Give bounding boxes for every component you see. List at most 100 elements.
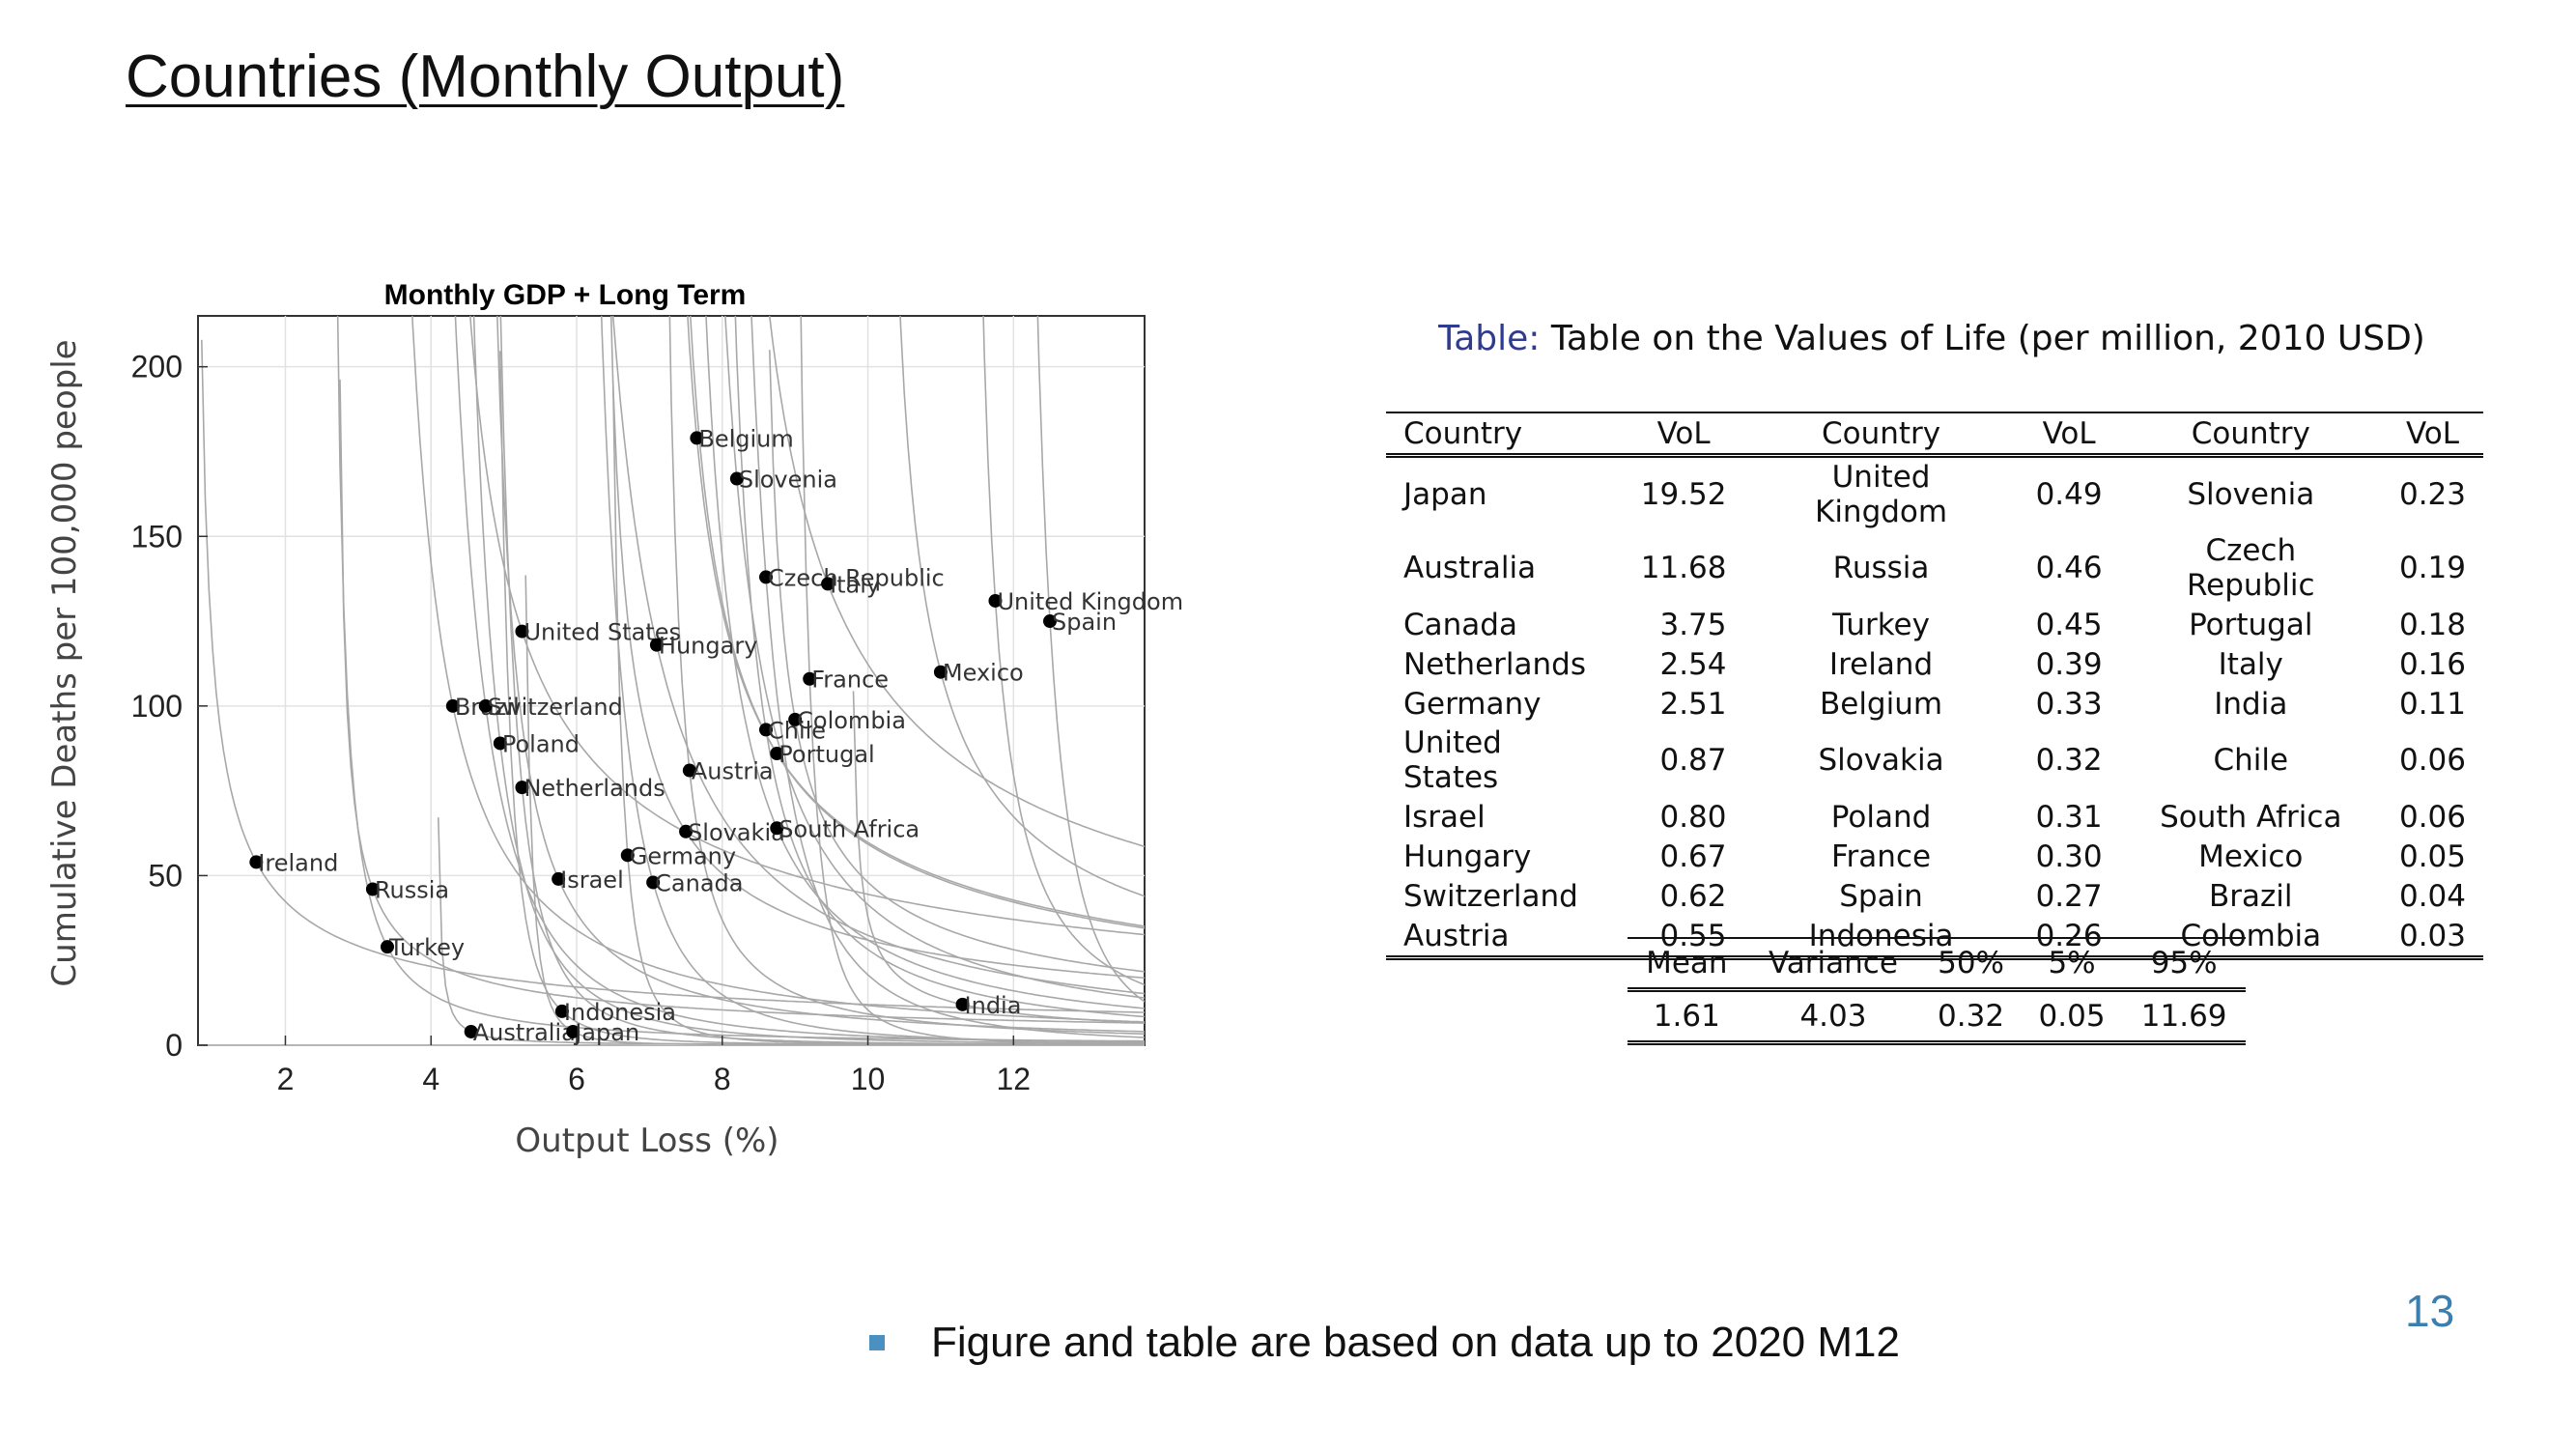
table-caption-text: Table on the Values of Life (per million…	[1550, 319, 2425, 358]
stats-header-cell: 5%	[2021, 938, 2123, 992]
table-cell: Chile	[2213, 743, 2289, 778]
data-point	[788, 712, 803, 726]
data-point	[690, 431, 704, 445]
indifference-curve	[339, 379, 1145, 1024]
data-point	[515, 781, 529, 795]
table-header-cell: VoL	[1623, 412, 1744, 458]
table-cell: 0.06	[2398, 799, 2466, 835]
data-point-label: Australia	[473, 1019, 576, 1046]
data-point	[759, 570, 773, 584]
table-header-cell: Country	[1743, 412, 2019, 458]
data-point-label: Slovakia	[688, 819, 785, 846]
data-point-label: France	[811, 667, 889, 694]
data-point-label: Colombia	[797, 707, 906, 734]
data-point-label: Portugal	[778, 741, 874, 768]
table-caption: Table: Table on the Values of Life (per …	[1386, 319, 2477, 358]
data-point-label: Chile	[768, 717, 826, 744]
table-cell: Australia	[1403, 551, 1537, 585]
table-cell: India	[2214, 686, 2288, 722]
table-header-cell: VoL	[2018, 412, 2120, 458]
data-point	[646, 875, 661, 890]
table-cell: 11.68	[1640, 551, 1727, 585]
stats-value-cell: 0.05	[2021, 989, 2123, 1045]
table-header-cell: Country	[1386, 412, 1624, 458]
table-cell: 0.11	[2398, 686, 2466, 722]
table-cell: Israel	[1403, 799, 1486, 835]
table-row: United States 0.87 Slovakia 0.32 Chile 0.06	[1386, 724, 2483, 797]
stats-header-cell: Mean	[1628, 938, 1746, 992]
data-point	[988, 593, 1003, 608]
footnote-text: Figure and table are based on data up to…	[931, 1319, 1900, 1366]
stats-header-row: Mean Variance 50% 5% 95%	[1628, 938, 2246, 992]
table-cell: 0.06	[2398, 743, 2466, 778]
table-cell: Italy	[2218, 646, 2283, 682]
table-cell: Poland	[1830, 799, 1932, 835]
table-row: Germany 2.51 Belgium 0.33 India 0.11	[1386, 684, 2483, 724]
data-point-label: India	[965, 992, 1022, 1019]
data-point	[445, 698, 460, 713]
table-cell: 0.33	[2035, 686, 2103, 722]
stats-header-cell: 50%	[1920, 938, 2022, 992]
stats-header-cell: Variance	[1745, 938, 1921, 992]
indifference-curve	[600, 316, 1145, 1044]
indifference-curves	[201, 316, 1145, 1045]
data-point	[682, 763, 696, 778]
y-axis-label: Cumulative Deaths per 100,000 people	[45, 339, 84, 986]
data-point-label: Czech Republic	[768, 564, 945, 591]
table-cell: Portugal	[2189, 607, 2313, 642]
data-point	[554, 1004, 569, 1018]
table-cell: 0.19	[2398, 551, 2466, 585]
data-point	[365, 882, 380, 896]
data-point	[679, 824, 694, 838]
table-cell: 0.67	[1659, 838, 1727, 874]
indifference-curve	[411, 316, 1145, 1023]
data-point	[566, 1024, 580, 1038]
table-cell: 0.32	[2035, 743, 2103, 778]
plot-area: 2 4 6 8 10 12 0 50 100 150 200 Belgium Slovenia Czech…	[131, 315, 1183, 1096]
y-tick-label: 0	[165, 1028, 183, 1063]
table-cell: Ireland	[1828, 646, 1934, 682]
table-cell: Spain	[1839, 878, 1923, 914]
x-tick-label: 2	[277, 1062, 295, 1096]
y-tick-label: 50	[148, 858, 183, 893]
table-cell: 0.23	[2398, 477, 2466, 512]
data-point	[933, 665, 948, 679]
data-point	[620, 848, 635, 863]
table-cell: 0.16	[2398, 646, 2466, 682]
table-cell: 0.87	[1659, 743, 1727, 778]
table-row: Israel 0.80 Poland 0.31 South Africa 0.06	[1386, 797, 2483, 837]
x-tick-label: 8	[714, 1062, 731, 1096]
data-point-label: Hungary	[659, 633, 757, 660]
table-cell: South Africa	[2160, 799, 2342, 835]
data-point-label: Belgium	[698, 425, 793, 452]
table-header-row: Country VoL Country VoL Country VoL	[1386, 412, 2483, 458]
slide-title: Countries (Monthly Output)	[126, 43, 845, 110]
table-row: Australia 11.68 Russia 0.46 Czech Republic 0.…	[1386, 531, 2483, 605]
data-point-label: Turkey	[388, 934, 465, 961]
table-cell: Mexico	[2198, 838, 2304, 874]
indifference-curve	[609, 316, 1145, 980]
data-point-label: Ireland	[258, 849, 338, 876]
data-point-label: United Kingdom	[997, 588, 1183, 615]
indifference-curve	[611, 316, 1145, 995]
stats-value-cell: 1.61	[1628, 989, 1746, 1045]
table-cell: 0.46	[2035, 551, 2103, 585]
table-row: Switzerland 0.62 Spain 0.27 Brazil 0.04	[1386, 876, 2483, 916]
data-point	[464, 1024, 478, 1038]
table-row: Canada 3.75 Turkey 0.45 Portugal 0.18	[1386, 605, 2483, 644]
table-cell: 19.52	[1640, 477, 1727, 512]
table-cell: 0.27	[2035, 878, 2103, 914]
data-point	[552, 871, 566, 886]
table-cell: 3.75	[1659, 607, 1727, 642]
table-cell: Hungary	[1403, 838, 1532, 874]
x-axis-label: Output Loss (%)	[515, 1122, 778, 1160]
stats-value-cell: 11.69	[2122, 989, 2246, 1045]
x-tick-label: 6	[568, 1062, 585, 1096]
data-point-label: Germany	[630, 842, 736, 869]
table-cell: Canada	[1403, 607, 1517, 642]
data-point-label: Italy	[830, 571, 880, 598]
indifference-curve	[768, 316, 1145, 848]
data-point-label: Russia	[375, 876, 449, 903]
chart-title: Monthly GDP + Long Term	[384, 279, 747, 311]
data-point	[381, 940, 394, 954]
